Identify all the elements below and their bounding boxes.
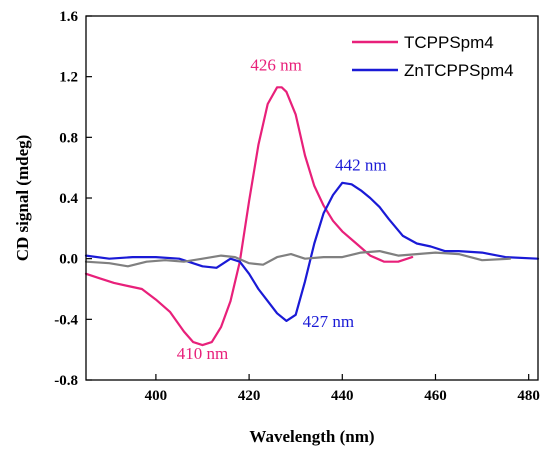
legend-label-0: TCPPSpm4 (404, 33, 494, 52)
y-tick-label: 1.6 (59, 9, 78, 25)
x-axis-title: Wavelength (nm) (249, 427, 374, 446)
series-layer (84, 86, 540, 347)
peak-annotation: 410 nm (177, 344, 228, 363)
y-tick-label: 0.8 (59, 130, 78, 146)
y-tick-label: -0.4 (54, 312, 78, 328)
series-line-2 (84, 250, 512, 268)
x-tick-label: 460 (424, 388, 447, 404)
y-axis-title: CD signal (mdeg) (13, 135, 32, 262)
x-tick-label: 440 (331, 388, 354, 404)
series-line-0 (84, 86, 414, 347)
y-tick-label: 0.0 (59, 252, 78, 268)
y-tick-label: 1.2 (59, 70, 78, 86)
x-tick-label: 400 (145, 388, 168, 404)
x-tick-label: 480 (517, 388, 540, 404)
peak-annotation: 442 nm (335, 156, 386, 175)
axes-layer: 400 420 440 460 480 -0.8 -0.4 0.0 0.4 0.8 1.2 1.6 (54, 9, 540, 404)
annotation-layer: 426 nm 410 nm 442 nm 427 nm (177, 56, 387, 363)
series-line-1 (84, 181, 540, 322)
x-tick-label: 420 (238, 388, 261, 404)
peak-annotation: 427 nm (303, 312, 354, 331)
legend: TCPPSpm4 ZnTCPPSpm4 (352, 33, 514, 80)
y-tick-label: 0.4 (59, 191, 78, 207)
peak-annotation: 426 nm (250, 56, 301, 75)
legend-label-1: ZnTCPPSpm4 (404, 61, 514, 80)
y-tick-label: -0.8 (54, 373, 78, 389)
